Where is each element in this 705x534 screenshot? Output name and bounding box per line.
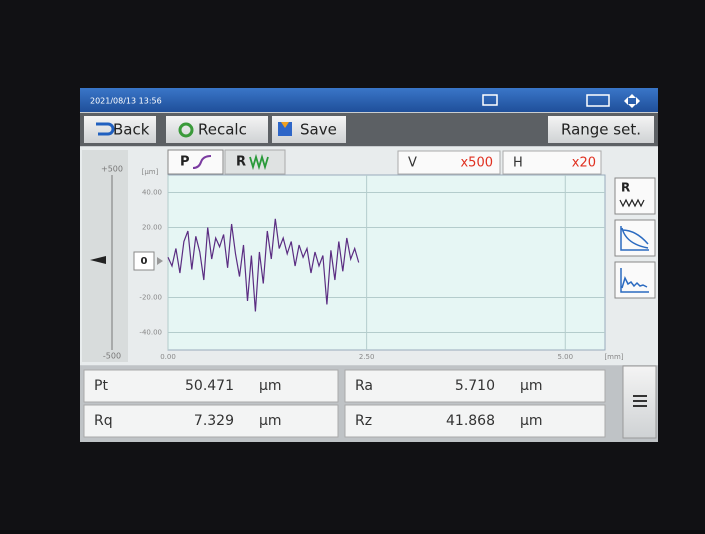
- device: 2021/08/13 13:56 Back Recalc Save Range …: [0, 0, 705, 530]
- y-tick-label: -40.00: [139, 329, 162, 337]
- result-value: 50.471: [185, 378, 234, 394]
- tab-face: [168, 150, 223, 174]
- result-unit: µm: [259, 378, 282, 394]
- result-unit: µm: [259, 413, 282, 429]
- datetime: 2021/08/13 13:56: [90, 97, 162, 106]
- result-name: Ra: [355, 378, 373, 394]
- save-label: Save: [300, 121, 337, 139]
- recalc-button[interactable]: Recalc: [166, 116, 268, 143]
- result-value: 7.329: [194, 413, 234, 429]
- result-unit: µm: [520, 378, 543, 394]
- back-button[interactable]: Back: [84, 116, 156, 143]
- plot: -40.00 -20.00 20.00 40.00 0.00 2.50 5.00: [139, 175, 605, 361]
- x-tick-label: 5.00: [557, 353, 573, 361]
- y-tick-label: 40.00: [142, 189, 162, 197]
- p-tab-label: P: [180, 155, 190, 170]
- result-value: 5.710: [455, 378, 495, 394]
- y-unit: [µm]: [142, 168, 159, 176]
- h-value: x20: [572, 156, 596, 171]
- result-name: Pt: [94, 378, 108, 394]
- range-bottom: -500: [103, 352, 121, 361]
- v-label: V: [408, 156, 417, 171]
- result-value: 41.868: [446, 413, 495, 429]
- r-view-label: R: [621, 181, 630, 195]
- r-tab[interactable]: R: [225, 150, 285, 174]
- recalc-label: Recalc: [198, 121, 247, 139]
- range-set-label: Range set.: [561, 121, 641, 139]
- save-button[interactable]: Save: [272, 116, 346, 143]
- x-unit: [mm]: [604, 353, 623, 361]
- result-name: Rz: [355, 413, 372, 429]
- h-label: H: [513, 156, 523, 171]
- menu-button[interactable]: [623, 366, 656, 438]
- x-tick-label: 0.00: [160, 353, 176, 361]
- y-tick-label: -20.00: [139, 294, 162, 302]
- r-view-button[interactable]: R: [615, 178, 655, 214]
- x-tick-label: 2.50: [359, 353, 375, 361]
- status-bar: [80, 88, 658, 112]
- result-name: Rq: [94, 413, 113, 429]
- back-label: Back: [113, 121, 150, 139]
- page: 2021/08/13 13:56 Back Recalc Save Range …: [0, 0, 705, 530]
- y-tick-label: 20.00: [142, 224, 162, 232]
- profile-button[interactable]: [615, 262, 655, 298]
- zero-label: 0: [141, 256, 148, 267]
- range-scale: [82, 150, 128, 362]
- p-tab[interactable]: P: [168, 150, 223, 174]
- curve-button[interactable]: [615, 220, 655, 256]
- range-top: +500: [101, 165, 123, 174]
- range-set-button[interactable]: Range set.: [548, 116, 654, 143]
- r-tab-label: R: [236, 155, 246, 170]
- v-value: x500: [460, 156, 493, 171]
- plot-area: [168, 175, 605, 350]
- result-unit: µm: [520, 413, 543, 429]
